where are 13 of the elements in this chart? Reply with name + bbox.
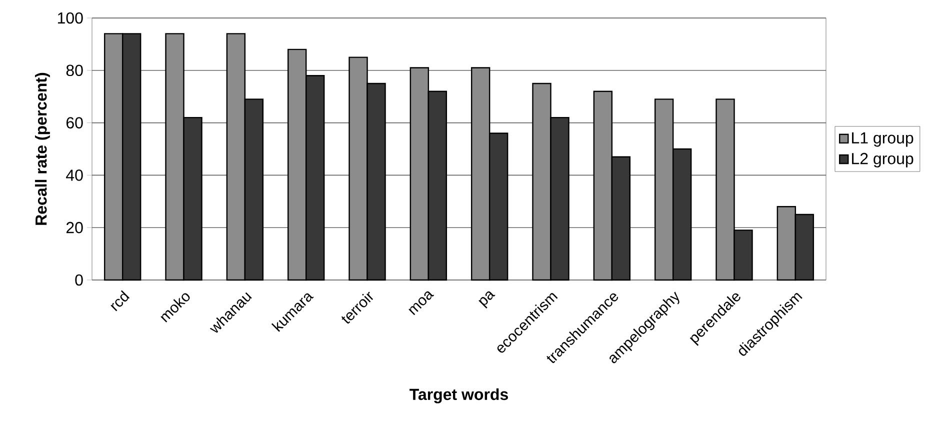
y-tick-label: 0	[75, 274, 83, 286]
legend-label: L2 group	[852, 152, 914, 168]
y-axis-title: Recall rate (percent)	[35, 72, 50, 225]
x-tick-label: pa	[478, 291, 496, 309]
x-axis-title: Target words	[410, 388, 508, 404]
y-tick-label: 80	[66, 64, 83, 76]
y-tick-label: 60	[66, 117, 83, 128]
x-tick-label: rcd	[110, 290, 130, 312]
y-tick-label: 40	[66, 170, 83, 181]
x-tick-label: moa	[408, 291, 434, 316]
legend-label: L1 group	[852, 132, 914, 147]
y-tick-label: 100	[58, 12, 83, 24]
y-tick-label: 20	[66, 222, 83, 234]
